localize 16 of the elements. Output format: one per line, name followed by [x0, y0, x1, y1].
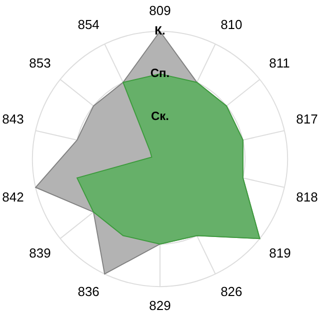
spoke-label: 853: [29, 56, 51, 71]
spoke-label: 843: [2, 112, 24, 127]
spoke-label: 810: [220, 16, 242, 32]
spoke-label: 839: [29, 245, 51, 260]
spoke-label: 842: [2, 189, 24, 204]
spoke-label: 818: [296, 189, 318, 204]
spoke-label: 809: [149, 3, 171, 18]
spoke-label: 811: [269, 56, 290, 71]
y-tick-label: Ск.: [150, 108, 170, 123]
spoke-label: 829: [149, 298, 171, 313]
spoke-label: 854: [78, 16, 100, 32]
spoke-label: 817: [296, 112, 318, 127]
spoke-label: 836: [78, 284, 100, 300]
y-tick-label: К.: [154, 24, 166, 38]
spoke-label: 826: [220, 284, 242, 300]
spoke-label: 819: [269, 245, 291, 260]
